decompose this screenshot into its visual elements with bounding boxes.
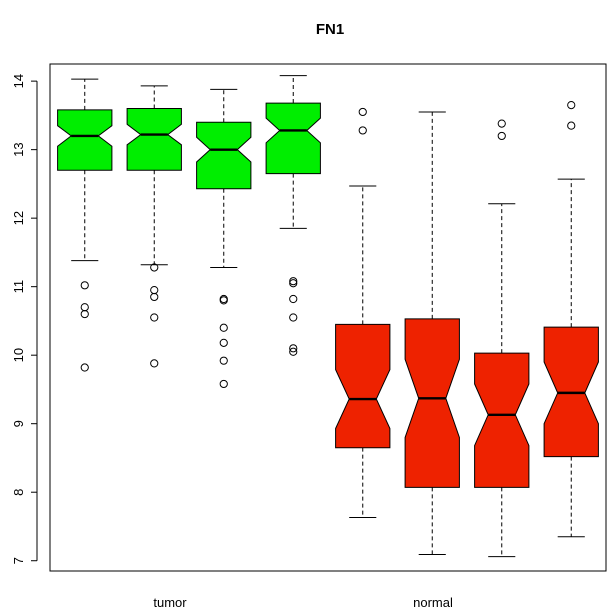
box-8-normal — [543, 101, 599, 538]
box-2-tumor — [126, 85, 182, 368]
box-1-tumor — [57, 78, 113, 372]
outlier-point — [80, 363, 89, 372]
box-6-normal — [404, 111, 460, 556]
box-7-normal — [474, 119, 530, 558]
outlier-point — [219, 296, 228, 305]
box-3-tumor — [196, 88, 252, 389]
notched-box — [335, 323, 391, 449]
outlier-point — [358, 107, 367, 117]
notched-box — [196, 121, 252, 190]
notched-box — [474, 352, 530, 488]
boxes — [57, 75, 599, 558]
outlier-point — [289, 279, 298, 288]
outlier-point — [219, 356, 228, 365]
outlier-point — [150, 292, 159, 302]
outlier-point — [497, 131, 506, 141]
outlier-point — [289, 277, 298, 286]
outlier-point — [289, 313, 298, 322]
chart-title: FN1 — [316, 21, 344, 38]
box-4-tumor — [265, 75, 321, 356]
outlier-point — [358, 126, 367, 135]
y-tick-label-8: 8 — [11, 489, 26, 496]
outlier-point — [150, 359, 159, 368]
outlier-point — [567, 121, 576, 130]
outlier-point — [80, 281, 89, 290]
plot-frame — [49, 63, 607, 572]
outlier-point — [289, 347, 298, 356]
outlier-point — [289, 344, 298, 353]
outlier-point — [150, 263, 159, 272]
outlier-point — [219, 338, 228, 347]
outlier-point — [80, 309, 89, 319]
group-label-normal: normal — [413, 595, 453, 610]
outlier-point — [150, 285, 159, 295]
y-tick-label-12: 12 — [11, 211, 26, 225]
y-tick-label-9: 9 — [11, 420, 26, 427]
outlier-point — [497, 119, 506, 128]
y-tick-label-7: 7 — [11, 557, 26, 564]
outlier-point — [289, 294, 298, 304]
y-axis: 7 8 9 10 11 12 13 14 — [11, 74, 38, 564]
outlier-point — [567, 101, 576, 110]
notched-box — [404, 318, 460, 488]
outlier-point — [219, 379, 228, 389]
notched-box — [126, 108, 182, 171]
y-tick-label-11: 11 — [11, 280, 26, 294]
outlier-point — [80, 303, 89, 312]
notched-box — [57, 109, 113, 171]
outlier-point — [219, 323, 228, 332]
outlier-point — [150, 313, 159, 322]
y-tick-label-14: 14 — [11, 74, 26, 88]
group-label-tumor: tumor — [153, 595, 187, 610]
box-5-normal — [335, 107, 391, 519]
y-tick-label-13: 13 — [11, 142, 26, 156]
y-tick-label-10: 10 — [11, 348, 26, 362]
notched-box — [265, 102, 321, 175]
